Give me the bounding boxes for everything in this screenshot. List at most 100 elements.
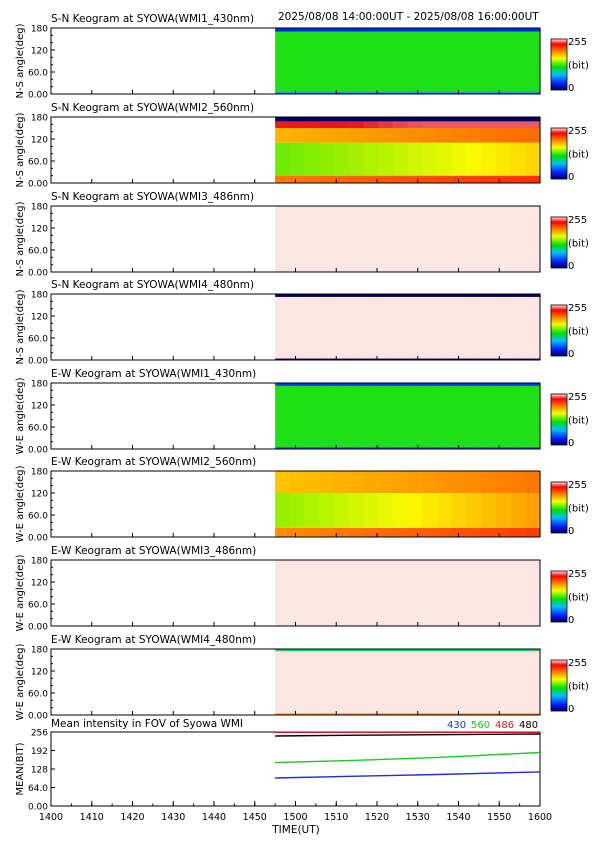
- heatmap-cell: [510, 175, 526, 183]
- heatmap-cell: [378, 28, 394, 32]
- heatmap-cell: [495, 28, 512, 32]
- colorbar-unit-label: (bit): [568, 416, 589, 427]
- heatmap-cell: [304, 128, 320, 143]
- heatmap-cell: [451, 121, 468, 128]
- heatmap-cell: [436, 649, 453, 652]
- heatmap-cell: [275, 713, 291, 715]
- heatmap-cell: [304, 28, 320, 32]
- heatmap-cell: [451, 651, 468, 714]
- heatmap-cell: [378, 121, 394, 128]
- heatmap-cell: [407, 651, 423, 714]
- heatmap-cell: [481, 493, 497, 528]
- heatmap-cell: [407, 294, 423, 297]
- heatmap-cell: [407, 92, 423, 94]
- heatmap-cell: [319, 385, 335, 448]
- heatmap-cell: [363, 121, 379, 128]
- heatmap-cell: [333, 128, 350, 143]
- heatmap-cell: [319, 493, 335, 528]
- y-tick-label: 128: [31, 766, 48, 776]
- heatmap-cell: [348, 294, 365, 297]
- x-tick-label: 1510: [324, 812, 348, 823]
- heatmap-cell: [275, 471, 291, 493]
- heatmap-cell: [481, 385, 497, 448]
- heatmap-cell: [333, 92, 350, 94]
- heatmap-cell: [363, 493, 379, 528]
- heatmap-cell: [275, 175, 291, 183]
- y-tick-label: 120: [31, 579, 48, 589]
- heatmap-cell: [304, 651, 320, 714]
- heatmap: [275, 117, 541, 183]
- heatmap-cell: [333, 117, 350, 122]
- heatmap-cell: [319, 92, 335, 94]
- heatmap-cell: [466, 385, 482, 448]
- heatmap-cell: [333, 31, 350, 93]
- colorbar-min-label: 0: [568, 438, 574, 449]
- heatmap-cell: [304, 31, 320, 93]
- heatmap-cell: [378, 471, 394, 493]
- heatmap-cell: [481, 358, 497, 360]
- heatmap-cell: [289, 296, 306, 359]
- heatmap-cell: [378, 358, 394, 360]
- heatmap-cell: [451, 527, 468, 537]
- heatmap-cell: [451, 117, 468, 122]
- heatmap-cell: [348, 28, 365, 32]
- heatmap-cell: [392, 385, 409, 448]
- heatmap-cell: [510, 447, 526, 449]
- heatmap-cell: [275, 28, 291, 32]
- heatmap-cell: [466, 713, 482, 715]
- y-tick-label: 0.00: [28, 269, 48, 279]
- colorbar: [550, 216, 568, 269]
- heatmap-cell: [319, 206, 335, 272]
- panel-title: S-N Keogram at SYOWA(WMI3_486nm): [51, 191, 254, 203]
- x-axis-label: TIME(UT): [271, 824, 320, 836]
- heatmap-cell: [333, 651, 350, 714]
- heatmap-cell: [319, 294, 335, 297]
- heatmap-cell: [348, 175, 365, 183]
- heatmap-cell: [348, 651, 365, 714]
- heatmap-cell: [407, 713, 423, 715]
- heatmap-cell: [289, 649, 306, 652]
- heatmap-cell: [319, 527, 335, 537]
- heatmap-cell: [407, 447, 423, 449]
- heatmap-cell: [275, 31, 291, 93]
- heatmap-cell: [392, 128, 409, 143]
- x-tick-label: 1450: [243, 812, 267, 823]
- heatmap-cell: [363, 649, 379, 652]
- x-tick-label: 1600: [528, 812, 552, 823]
- heatmap-cell: [275, 383, 291, 386]
- heatmap-cell: [392, 358, 409, 360]
- heatmap-cell: [319, 296, 335, 359]
- heatmap-cell: [495, 649, 512, 652]
- keogram-panels: S-N Keogram at SYOWA(WMI1_430nm)18012060…: [15, 13, 589, 722]
- heatmap-cell: [289, 493, 306, 528]
- heatmap-cell: [378, 493, 394, 528]
- heatmap-cell: [525, 121, 541, 128]
- heatmap-cell: [495, 31, 512, 93]
- y-tick-label: 0.00: [28, 803, 48, 813]
- keogram-panel-6: E-W Keogram at SYOWA(WMI2_560nm)180 120 60…: [15, 456, 589, 544]
- colorbar-max-label: 255: [568, 303, 587, 314]
- x-tick-label: 1440: [202, 812, 226, 823]
- keogram-panel-5: E-W Keogram at SYOWA(WMI1_430nm)180 120 60…: [15, 368, 589, 456]
- heatmap-cell: [333, 493, 350, 528]
- heatmap-cell: [481, 713, 497, 715]
- y-tick-label: 180: [31, 468, 48, 478]
- heatmap-cell: [466, 649, 482, 652]
- heatmap-cell: [407, 385, 423, 448]
- heatmap-cell: [348, 447, 365, 449]
- heatmap-cell: [348, 92, 365, 94]
- heatmap-cell: [422, 92, 438, 94]
- heatmap-cell: [495, 175, 512, 183]
- colorbar: [550, 38, 568, 91]
- heatmap-cell: [407, 117, 423, 122]
- keogram-panel-2: S-N Keogram at SYOWA(WMI2_560nm)180 120 60…: [15, 102, 589, 190]
- y-tick-label: 0.00: [28, 534, 48, 544]
- panel-title: E-W Keogram at SYOWA(WMI4_480nm): [51, 634, 256, 646]
- y-tick-label: 120: [31, 225, 48, 235]
- heatmap-cell: [363, 471, 379, 493]
- heatmap-cell: [363, 296, 379, 359]
- y-tick-label: 60.0: [28, 601, 48, 611]
- heatmap-cell: [348, 142, 365, 176]
- heatmap-cell: [289, 713, 306, 715]
